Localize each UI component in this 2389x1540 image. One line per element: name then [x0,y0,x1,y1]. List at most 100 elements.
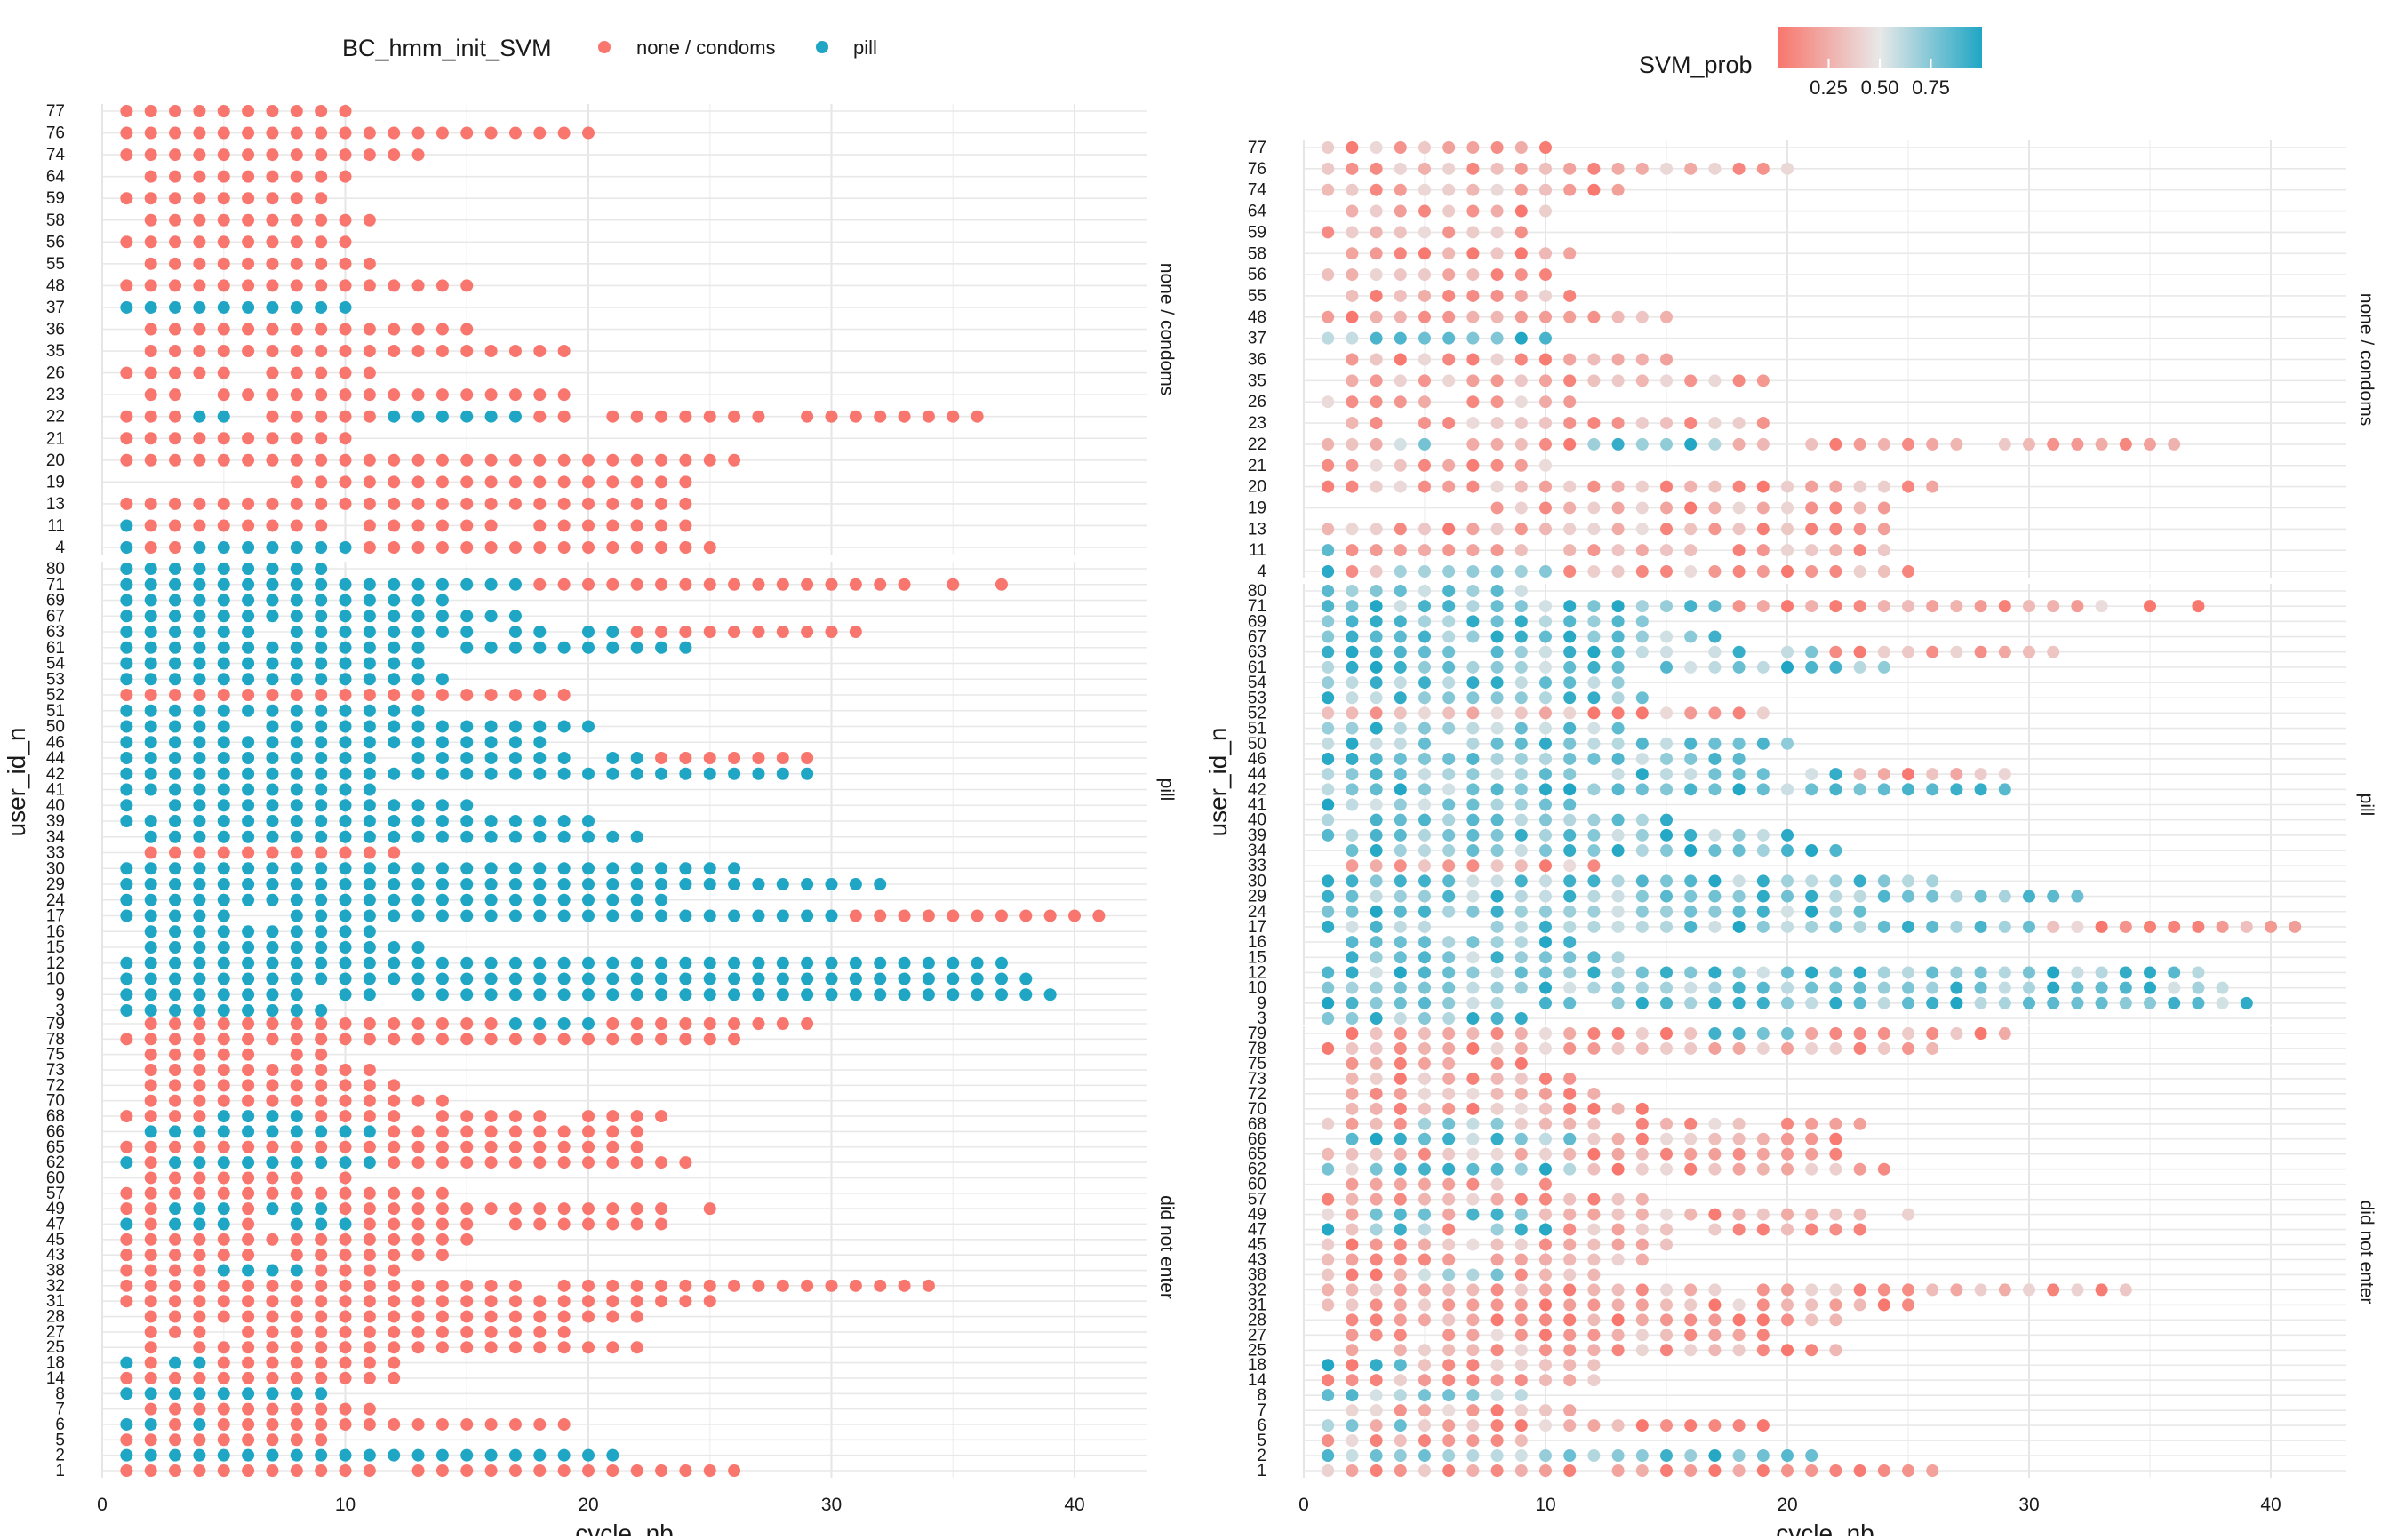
data-point [1635,1193,1649,1206]
data-point [508,345,522,358]
y-tick-label: 2 [55,1447,65,1465]
y-tick-label: 62 [1248,1161,1266,1179]
data-point [1539,1087,1552,1100]
data-point [1466,706,1480,720]
data-point [1394,844,1407,858]
data-point [1539,1177,1552,1191]
data-point [1829,905,1842,918]
data-point [1370,226,1383,239]
data-point [1708,374,1722,387]
data-point [363,257,376,270]
data-point [995,972,1008,985]
data-point [1442,1177,1456,1191]
data-point [1346,768,1359,781]
data-point [290,519,303,532]
data-point [1370,813,1383,826]
data-point [193,1171,206,1185]
y-tick-label: 15 [46,938,65,957]
data-point [242,1387,255,1400]
data-point [217,345,230,358]
data-point [1418,676,1431,690]
data-point [1635,813,1649,826]
data-point [1877,523,1890,536]
data-point [1781,544,1794,557]
data-point [1370,395,1383,409]
data-point [169,1264,182,1277]
data-point [1781,1132,1794,1145]
data-point [120,453,133,467]
data-point [315,192,328,205]
data-point [363,878,376,890]
data-point [1370,630,1383,643]
data-point [217,1202,230,1216]
data-point [144,105,157,117]
data-point [144,673,157,686]
data-point [144,388,157,402]
data-point [1708,437,1722,451]
data-point [193,1202,206,1216]
data-point [339,1171,352,1185]
data-point [1539,1072,1552,1085]
data-point [242,1048,255,1061]
data-point [898,1279,911,1292]
data-point [508,453,522,467]
data-point [1346,459,1359,472]
data-point [217,720,230,733]
data-point [315,752,328,764]
data-point [1563,920,1577,933]
data-point [144,345,157,358]
data-point [144,925,157,938]
data-point [144,323,157,336]
y-tick-label: 65 [46,1138,65,1157]
data-point [1490,1419,1504,1432]
data-point [508,988,522,1001]
data-point [339,1264,352,1277]
data-point [460,767,474,780]
data-point [1394,722,1407,735]
data-point [1587,1208,1601,1221]
data-point [144,878,157,890]
data-point [655,893,668,906]
data-point [1490,813,1504,826]
data-point [120,641,133,654]
data-point [1514,890,1528,903]
x-tick-label: 30 [821,1495,842,1515]
data-point [1394,1268,1407,1281]
data-point [363,846,376,859]
data-point [411,909,425,922]
data-point [2071,996,2084,1009]
data-point [1442,905,1456,918]
data-point [1563,1359,1577,1372]
data-point [460,388,474,402]
data-point [1805,1313,1818,1327]
data-point [290,1325,303,1338]
data-point [290,783,303,796]
data-point [1539,1208,1552,1221]
data-point [1514,1117,1528,1130]
legend-colorbar-label: 0.50 [1861,76,1899,99]
data-point [1322,752,1335,765]
data-point [1611,1329,1625,1342]
data-point [1539,501,1552,515]
y-tick-label: 75 [46,1046,65,1065]
data-point [1708,783,1722,796]
data-point [1466,1268,1480,1281]
data-point [242,563,255,575]
data-point [315,610,328,623]
data-point [1902,890,1914,903]
data-point [679,1464,692,1477]
data-point [315,1217,328,1231]
data-point [1950,1027,1963,1040]
data-point [1466,1374,1480,1387]
data-point [339,878,352,890]
data-point [1346,859,1359,873]
data-point [1394,1147,1407,1161]
data-point [1442,1027,1456,1040]
data-point [1660,501,1673,515]
data-point [1877,1298,1890,1312]
data-point [533,988,547,1001]
data-point [435,578,449,591]
data-point [1514,1329,1528,1342]
data-point [1346,1359,1359,1372]
data-point [1394,630,1407,643]
